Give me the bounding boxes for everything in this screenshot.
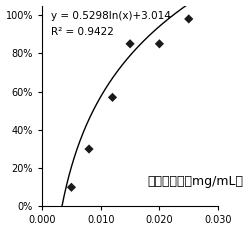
Text: R² = 0.9422: R² = 0.9422 [51, 27, 113, 37]
Point [70, 185, 73, 189]
Text: 浓度（单位：mg/mL）: 浓度（单位：mg/mL） [148, 175, 244, 188]
Point [128, 42, 132, 46]
Point [187, 17, 191, 21]
Point [87, 147, 91, 151]
Text: y = 0.5298ln(x)+3.014: y = 0.5298ln(x)+3.014 [51, 11, 170, 21]
Point [111, 96, 114, 99]
Point [157, 42, 161, 46]
